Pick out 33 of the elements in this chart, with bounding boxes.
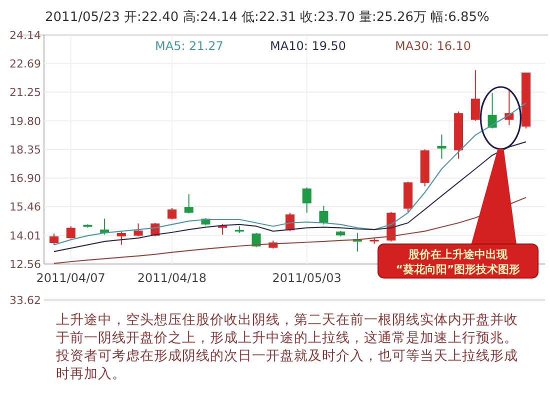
chart-title: 2011/05/23 开:22.40 高:24.14 低:22.31 收:23.70 量:25.26万 幅:6.85%	[45, 9, 490, 25]
x-tick-label: 2011/04/07	[36, 271, 106, 285]
y-tick-label: 19.80	[10, 114, 41, 128]
text: 33.62	[10, 294, 41, 307]
candlestick	[168, 208, 176, 220]
y-tick-label: 16.90	[10, 172, 41, 186]
y-tick-label: 18.35	[10, 144, 41, 156]
x-tick-label: 2011/04/18	[137, 271, 207, 285]
candlestick	[470, 70, 480, 122]
annotation: “葵花向阳”图形技术图形	[396, 263, 520, 276]
y-tick-label: 21.25	[10, 86, 41, 100]
text: 上升途中，空头想压住股价收出阴线，第二天在前一根阴线实体内开盘并收于前一阴线开盘价之上，形成上升中途的上拉线，这通常是加速上行预兆。投资者可考虑在形成阴线的次日一开盘就及时介入，也可等当天上拉线形成时再加入。	[56, 311, 518, 383]
text: MA10: 19.50	[270, 39, 346, 53]
x-tick-label: 2011/05/03	[272, 271, 342, 285]
y-tick-label: 22.69	[10, 58, 41, 71]
candlestick	[302, 186, 312, 214]
y-tick-label: 24.14	[10, 29, 41, 42]
text: MA30: 16.10	[395, 39, 472, 53]
y-tick-label: 12.56	[10, 258, 41, 271]
y-tick-label: 14.01	[10, 229, 41, 242]
candlestick	[252, 232, 261, 248]
text: MA5: 21.27	[155, 39, 224, 53]
candlestick	[50, 233, 58, 246]
candlestick	[437, 134, 446, 160]
candlestick	[66, 226, 76, 240]
line-series	[53, 102, 527, 246]
candlestick	[134, 222, 143, 237]
candlestick	[184, 194, 194, 214]
y-tick-label: 15.46	[10, 200, 41, 214]
candlestick	[319, 205, 328, 225]
line-series	[53, 197, 527, 264]
annotation: 股价在上升途中出现	[408, 248, 508, 261]
candlestick	[116, 230, 126, 246]
